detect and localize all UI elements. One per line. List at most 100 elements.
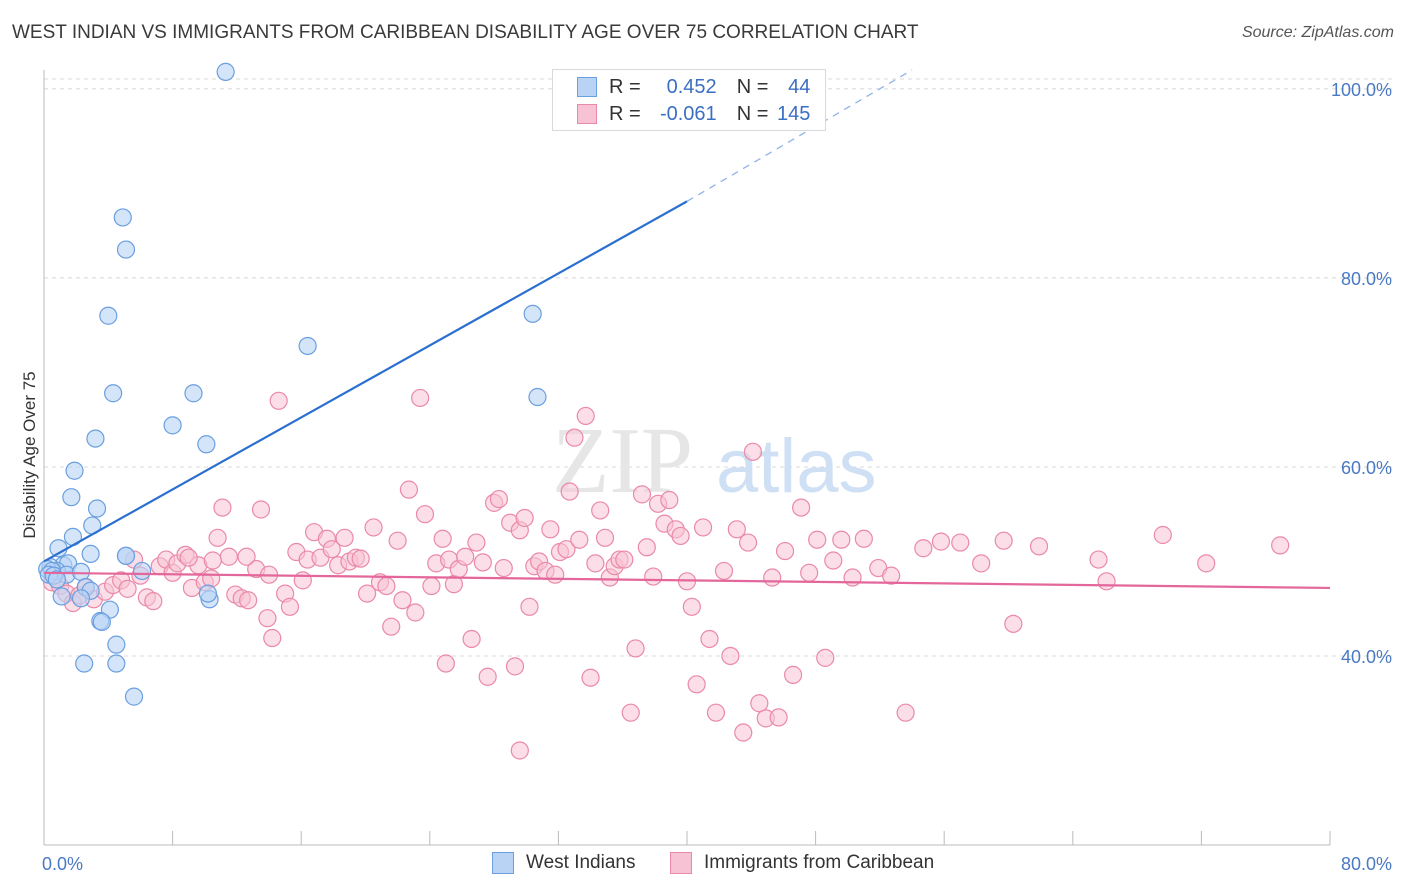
r-label: R = [609, 75, 641, 98]
data-point-immigrants-from-caribbean [541, 520, 560, 539]
data-point-immigrants-from-caribbean [237, 547, 256, 566]
data-point-immigrants-from-caribbean [706, 703, 726, 722]
r-label: R = [609, 102, 641, 125]
data-point-west-indians [116, 240, 136, 259]
data-point-immigrants-from-caribbean [769, 708, 788, 727]
data-point-immigrants-from-caribbean [467, 533, 486, 552]
data-point-immigrants-from-caribbean [644, 567, 663, 586]
data-point-immigrants-from-caribbean [364, 518, 383, 537]
y-tick-label: 60.0% [1341, 458, 1392, 478]
data-point-west-indians [216, 62, 235, 81]
data-point-immigrants-from-caribbean [489, 489, 509, 509]
data-point-west-indians [124, 687, 144, 706]
data-point-west-indians [197, 435, 216, 454]
data-point-immigrants-from-caribbean [1089, 550, 1108, 569]
x-tick-label: 0.0% [42, 854, 83, 874]
legend-swatch-blue [577, 77, 597, 97]
data-point-immigrants-from-caribbean [972, 554, 991, 573]
data-point-immigrants-from-caribbean [586, 554, 605, 573]
data-point-immigrants-from-caribbean [565, 428, 584, 447]
data-point-immigrants-from-caribbean [144, 592, 163, 611]
data-point-immigrants-from-caribbean [738, 533, 758, 552]
data-point-immigrants-from-caribbean [660, 490, 679, 510]
data-point-west-indians [52, 587, 71, 606]
stats-row-immigrants-from-caribbean: R = -0.061 N = 145 [577, 102, 810, 126]
n-label: N = [736, 75, 769, 98]
legend-swatch-blue [492, 852, 514, 874]
data-point-immigrants-from-caribbean [632, 485, 652, 504]
data-point-immigrants-from-caribbean [615, 550, 634, 569]
data-point-immigrants-from-caribbean [118, 579, 137, 598]
data-point-immigrants-from-caribbean [832, 530, 851, 549]
data-point-immigrants-from-caribbean [621, 703, 640, 722]
data-point-immigrants-from-caribbean [335, 528, 354, 547]
data-point-immigrants-from-caribbean [280, 597, 300, 616]
data-point-immigrants-from-caribbean [462, 629, 481, 649]
data-point-immigrants-from-caribbean [263, 628, 282, 648]
data-point-west-indians [107, 635, 126, 654]
data-point-immigrants-from-caribbean [896, 703, 915, 722]
data-point-immigrants-from-caribbean [422, 576, 441, 596]
data-point-immigrants-from-caribbean [377, 576, 396, 596]
data-point-immigrants-from-caribbean [557, 540, 576, 559]
data-point-immigrants-from-caribbean [208, 528, 227, 547]
data-point-west-indians [92, 612, 111, 632]
data-point-immigrants-from-caribbean [456, 547, 475, 566]
axes [43, 70, 1331, 846]
data-point-immigrants-from-caribbean [595, 528, 615, 547]
data-point-immigrants-from-caribbean [382, 617, 401, 636]
data-point-immigrants-from-caribbean [824, 551, 843, 570]
trend-line-immigrants-from-caribbean [43, 571, 1331, 590]
stats-row-west-indians: R = 0.452 N = 44 [577, 75, 810, 99]
data-point-immigrants-from-caribbean [179, 548, 198, 567]
data-point-west-indians [65, 461, 84, 480]
data-point-immigrants-from-caribbean [202, 569, 221, 588]
data-point-immigrants-from-caribbean [494, 558, 513, 578]
data-point-immigrants-from-caribbean [433, 529, 452, 548]
data-point-immigrants-from-caribbean [219, 547, 238, 566]
data-point-west-indians [523, 304, 542, 323]
data-point-immigrants-from-caribbean [727, 520, 746, 539]
legend-item-immigrants-from-caribbean: Immigrants from Caribbean [670, 852, 934, 874]
data-point-immigrants-from-caribbean [700, 629, 719, 649]
data-point-west-indians [99, 306, 118, 325]
data-point-immigrants-from-caribbean [626, 639, 645, 658]
data-point-immigrants-from-caribbean [560, 482, 579, 501]
data-point-west-indians [198, 584, 218, 603]
legend-label: Immigrants from Caribbean [704, 852, 935, 873]
data-point-immigrants-from-caribbean [581, 668, 600, 687]
data-point-immigrants-from-caribbean [411, 388, 430, 408]
data-point-immigrants-from-caribbean [721, 646, 740, 666]
data-point-immigrants-from-caribbean [775, 541, 795, 561]
data-point-immigrants-from-caribbean [269, 391, 288, 410]
chart-source: Source: ZipAtlas.com [1241, 24, 1394, 41]
data-point-west-indians [132, 561, 152, 581]
data-point-immigrants-from-caribbean [951, 533, 970, 552]
data-point-immigrants-from-caribbean [1197, 554, 1216, 573]
data-point-immigrants-from-caribbean [816, 648, 835, 667]
data-point-immigrants-from-caribbean [854, 529, 873, 548]
n-value: 44 [788, 75, 811, 98]
stats-legend: R = 0.452 N = 44 R = -0.061 N = 145 [552, 69, 826, 131]
data-point-west-indians [113, 208, 132, 227]
chart-title: WEST INDIAN VS IMMIGRANTS FROM CARIBBEAN… [12, 22, 919, 43]
x-tick-label: 80.0% [1341, 854, 1392, 874]
data-point-immigrants-from-caribbean [473, 553, 492, 572]
data-point-west-indians [528, 387, 547, 407]
data-point-immigrants-from-caribbean [687, 675, 706, 694]
legend-swatch-pink [670, 852, 692, 874]
data-point-immigrants-from-caribbean [351, 549, 370, 568]
data-point-west-indians [47, 570, 66, 589]
data-point-immigrants-from-caribbean [1271, 536, 1290, 555]
r-value: 0.452 [666, 75, 717, 98]
y-axis-label: Disability Age Over 75 [20, 371, 39, 538]
data-point-immigrants-from-caribbean [293, 571, 312, 590]
data-point-west-indians [71, 589, 91, 608]
data-point-immigrants-from-caribbean [671, 526, 690, 546]
y-tick-label: 80.0% [1341, 269, 1392, 289]
data-point-immigrants-from-caribbean [570, 530, 589, 549]
data-point-west-indians [81, 544, 100, 564]
data-point-west-indians [163, 416, 182, 435]
watermark: ZIP atlas [552, 409, 877, 513]
